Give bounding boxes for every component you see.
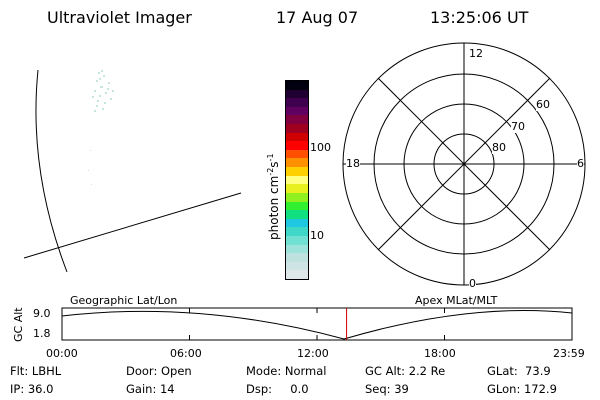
lat-label-70: 70 (511, 120, 525, 133)
altitude-xtick-1: 06:00 (170, 347, 202, 360)
status-gc-alt: GC Alt: 2.2 Re (365, 364, 446, 378)
colorbar-segment (286, 210, 308, 219)
colorbar-segment (286, 184, 308, 193)
map-right-title: Apex MLat/MLT (415, 294, 498, 307)
colorbar-segment (286, 115, 308, 125)
time-label: 13:25:06 UT (430, 8, 529, 27)
mlt-label-18: 18 (346, 157, 360, 170)
altitude-xtick-0: 00:00 (46, 347, 78, 360)
status-glon: GLon: 172.9 (487, 382, 557, 396)
colorbar-segment (286, 89, 308, 99)
altitude-xtick-3: 18:00 (424, 347, 456, 360)
status-glat: GLat: 73.9 (487, 364, 551, 378)
limb-arc (35, 69, 68, 273)
colorbar (285, 80, 309, 280)
lat-label-60: 60 (536, 98, 550, 111)
polar-diagonal-2 (377, 77, 551, 251)
colorbar-segment (286, 192, 308, 202)
map-left-title: Geographic Lat/Lon (70, 294, 178, 307)
colorbar-segment (286, 235, 308, 245)
status-seq: Seq: 39 (365, 382, 409, 396)
altitude-ymin-label: 1.8 (33, 327, 51, 340)
status-ip: IP: 36.0 (10, 382, 54, 396)
status-mode: Mode: Normal (246, 364, 327, 378)
altitude-xtick-2: 12:00 (297, 347, 329, 360)
status-gain: Gain: 14 (126, 382, 175, 396)
date-label: 17 Aug 07 (276, 8, 359, 27)
colorbar-segment (286, 218, 308, 228)
altitude-ymax-label: 9.0 (33, 307, 51, 320)
colorbar-segment (286, 106, 308, 116)
colorbar-segment (286, 132, 308, 142)
colorbar-segment (286, 244, 308, 254)
mlt-label-12: 12 (469, 47, 483, 60)
altitude-xtick-4: 23:59 (553, 347, 585, 360)
colorbar-segment (286, 201, 308, 211)
colorbar-segment (286, 167, 308, 176)
colorbar-segment (286, 261, 308, 271)
status-door: Door: Open (126, 364, 192, 378)
colorbar-segment (286, 81, 308, 90)
geo-grid-line (23, 192, 242, 259)
colorbar-segment (286, 270, 308, 279)
colorbar-tick-100: 100 (310, 141, 331, 154)
aurora-emission (88, 70, 114, 185)
altitude-tick-marks (61, 308, 573, 340)
lat-label-80: 80 (492, 141, 506, 154)
mlt-label-0: 0 (469, 277, 476, 290)
colorbar-segment (286, 98, 308, 107)
colorbar-segment (286, 158, 308, 168)
colorbar-segment (286, 149, 308, 159)
colorbar-segment (286, 227, 308, 236)
status-dsp: Dsp: 0.0 (246, 382, 309, 396)
colorbar-segment (286, 253, 308, 262)
altitude-curve (61, 310, 573, 340)
colorbar-segment (286, 141, 308, 150)
colorbar-segment (286, 175, 308, 185)
status-filter: Flt: LBHL (10, 364, 62, 378)
colorbar-segment (286, 124, 308, 133)
mlt-label-6: 6 (577, 157, 584, 170)
instrument-title: Ultraviolet Imager (47, 8, 192, 27)
colorbar-tick-10: 10 (310, 229, 324, 242)
polar-plot (342, 42, 586, 286)
